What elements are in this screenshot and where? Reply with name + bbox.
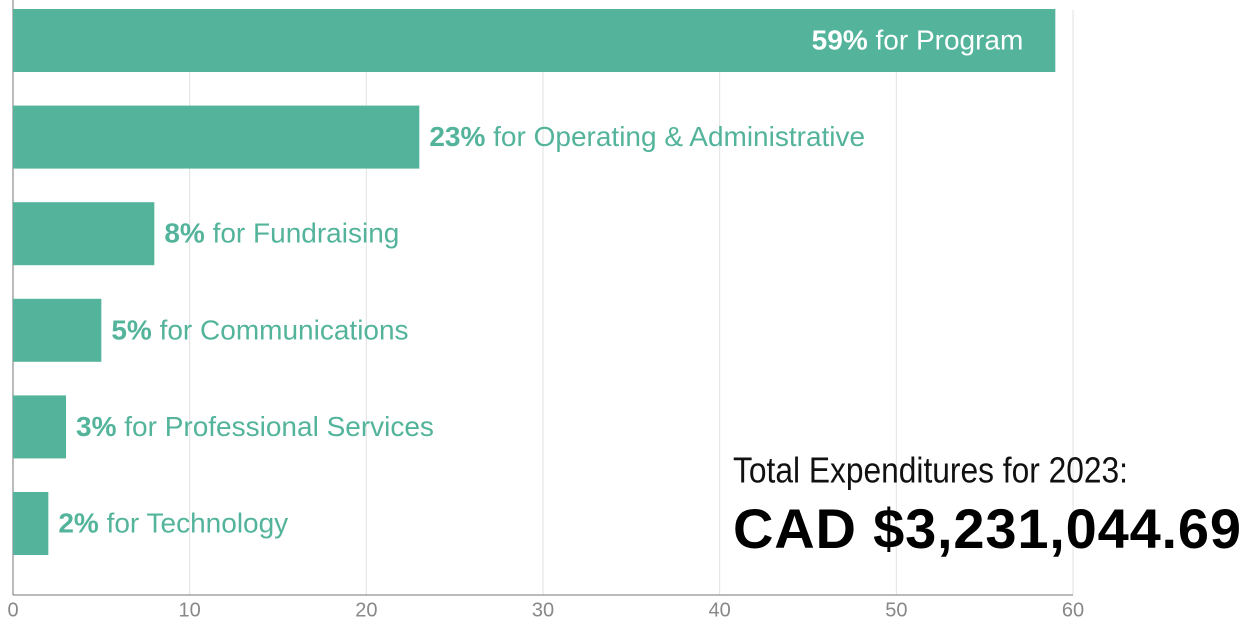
- bar-label: 8% for Fundraising: [164, 218, 399, 249]
- value-label: 3%: [76, 411, 117, 442]
- category-label: for Communications: [160, 315, 409, 346]
- bar-label: 59% for Program: [812, 25, 1024, 56]
- value-label: 5%: [111, 315, 152, 346]
- category-label: for Professional Services: [124, 411, 434, 442]
- category-label: for Fundraising: [213, 218, 400, 249]
- bar-label: 23% for Operating & Administrative: [429, 121, 865, 152]
- total-amount: CAD $3,231,044.69: [733, 497, 1241, 560]
- value-label: 23%: [429, 121, 485, 152]
- category-label: for Program: [876, 25, 1024, 56]
- category-label: for Operating & Administrative: [493, 121, 865, 152]
- x-tick-label: 20: [355, 599, 377, 621]
- bar-label: 5% for Communications: [111, 315, 408, 346]
- bar-label: 3% for Professional Services: [76, 411, 434, 442]
- x-tick-label: 30: [532, 599, 554, 621]
- x-tick-label: 40: [709, 599, 731, 621]
- x-tick-label: 0: [7, 599, 18, 621]
- bar: [13, 105, 420, 169]
- bar: [13, 202, 155, 266]
- x-tick-label: 50: [885, 599, 907, 621]
- x-tick-label: 60: [1062, 599, 1084, 621]
- bar-label: 2% for Technology: [58, 508, 288, 539]
- value-label: 2%: [58, 508, 99, 539]
- bar: [13, 492, 49, 555]
- value-label: 59%: [812, 25, 868, 56]
- bar: [13, 395, 66, 459]
- bar: [13, 9, 1056, 72]
- category-label: for Technology: [107, 508, 289, 539]
- bar: [13, 298, 102, 362]
- x-tick-label: 10: [179, 599, 201, 621]
- total-caption: Total Expenditures for 2023:: [733, 450, 1128, 491]
- value-label: 8%: [164, 218, 205, 249]
